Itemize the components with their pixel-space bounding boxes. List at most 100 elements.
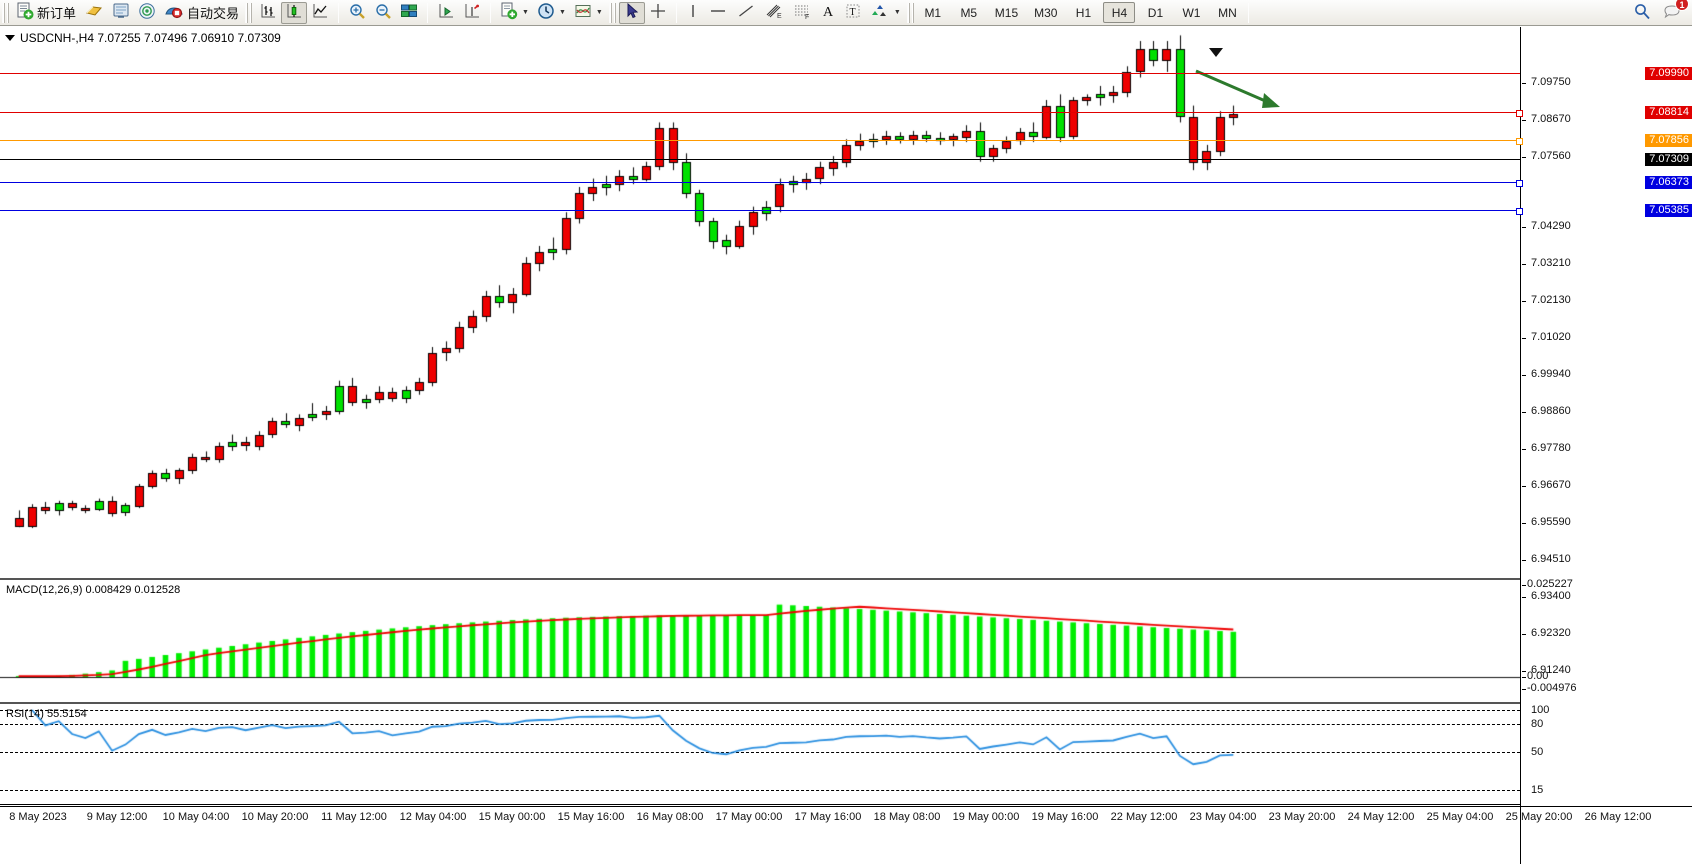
trendline-icon [736, 2, 756, 23]
candlestick-icon [285, 2, 303, 23]
chart-window[interactable]: USDCNH-,H4 7.07255 7.07496 7.06910 7.073… [0, 26, 1692, 864]
chart-menu-triangle-icon[interactable] [5, 35, 15, 41]
new-chart-button[interactable]: ▼ [496, 2, 533, 24]
arrows-caret-icon[interactable]: ▼ [893, 9, 901, 16]
time-axis-tick: 19 May 16:00 [1031, 811, 1099, 823]
price-level-handle[interactable] [1516, 208, 1523, 215]
fibonacci-tool-button[interactable]: F [788, 2, 816, 24]
toolbar-grip-2[interactable] [245, 2, 253, 23]
toolbar-grip-4[interactable] [906, 2, 914, 23]
new-order-label: 新订单 [37, 6, 77, 21]
price-level-line[interactable] [0, 159, 1520, 160]
timeframe-button-m30[interactable]: M30 [1034, 5, 1058, 20]
horizontal-line-tool-button[interactable] [704, 2, 732, 24]
new-chart-caret-icon[interactable]: ▼ [522, 9, 529, 16]
price-level-tag: 7.08814 [1645, 106, 1692, 119]
price-level-line[interactable] [0, 73, 1520, 74]
period-separator-button[interactable]: ▼ [533, 2, 570, 24]
timeframe-button-d1[interactable]: D1 [1147, 5, 1164, 20]
price-level-handle[interactable] [1516, 138, 1523, 145]
timeframe-button-w1[interactable]: W1 [1182, 5, 1201, 20]
zoom-in-button[interactable] [344, 2, 370, 24]
time-axis-tick: 25 May 04:00 [1426, 811, 1494, 823]
timeframe-button-m5[interactable]: M5 [960, 5, 978, 20]
price-axis-tick: 6.93400 [1521, 590, 1571, 602]
bar-chart-button[interactable] [255, 2, 281, 24]
timeframe-button-h4[interactable]: H4 [1103, 2, 1136, 23]
time-axis-tick: 10 May 20:00 [241, 811, 309, 823]
timeframe-group: M1 M5 M15 M30 H1 H4 D1 W1 MN [917, 2, 1244, 23]
text-label-tool-button[interactable]: T [840, 2, 866, 24]
indicators-caret-icon[interactable]: ▼ [595, 9, 603, 16]
monitor-icon [112, 2, 130, 23]
timeframe-button-m1[interactable]: M1 [924, 5, 942, 20]
trendline-tool-button[interactable] [732, 2, 760, 24]
candlestick-series [0, 27, 1520, 580]
timeframe-button-m15[interactable]: M15 [994, 5, 1019, 20]
clock-icon [537, 2, 555, 23]
timeframe-button-h1[interactable]: H1 [1075, 5, 1092, 20]
toolbar-separator-1 [338, 2, 340, 23]
price-axis-tick: 6.99940 [1521, 368, 1571, 380]
time-axis-tick: 15 May 16:00 [557, 811, 625, 823]
period-caret-icon[interactable]: ▼ [558, 9, 566, 16]
price-level-line[interactable] [0, 180, 1523, 187]
notifications-icon[interactable]: 1 [1662, 0, 1689, 24]
svg-text:E: E [777, 13, 782, 20]
indicators-button[interactable]: ▼ [570, 2, 607, 24]
cursor-tool-button[interactable] [618, 1, 645, 24]
price-axis[interactable]: 7.09750 7.08670 7.07560 7.04290 7.03210 7.021… [1520, 27, 1692, 864]
price-axis-tick: 6.98860 [1521, 405, 1571, 417]
candlestick-chart-button[interactable] [281, 1, 308, 24]
rsi-pane[interactable]: RSI(14) 55.5154 [0, 706, 1520, 805]
auto-trading-button[interactable]: 自动交易 [160, 2, 243, 24]
signals-button[interactable] [134, 2, 160, 24]
macd-pane[interactable]: MACD(12,26,9) 0.008429 0.012528 [0, 582, 1520, 704]
price-level-line[interactable] [0, 110, 1523, 117]
time-axis[interactable]: 8 May 2023 9 May 12:00 10 May 04:00 10 May … [0, 806, 1692, 834]
svg-text:F: F [805, 14, 809, 20]
new-order-button[interactable]: 新订单 [12, 2, 80, 24]
price-level-line[interactable] [0, 138, 1523, 145]
toolbar-separator-2 [427, 2, 429, 23]
time-axis-tick: 25 May 20:00 [1505, 811, 1573, 823]
toolbar-grip[interactable] [2, 2, 9, 23]
radar-icon [138, 2, 156, 23]
crosshair-tool-button[interactable] [645, 2, 671, 24]
search-icon[interactable] [1632, 1, 1652, 24]
price-level-handle[interactable] [1516, 180, 1523, 187]
toolbar-grip-3[interactable] [608, 2, 616, 23]
auto-scroll-button[interactable] [459, 2, 485, 24]
price-level-handle[interactable] [1516, 110, 1523, 117]
terminal-button[interactable] [108, 2, 134, 24]
time-axis-tick: 24 May 12:00 [1347, 811, 1415, 823]
price-axis-tick: 7.02130 [1521, 294, 1571, 306]
time-axis-tick: 23 May 04:00 [1189, 811, 1257, 823]
zoom-in-icon [348, 2, 366, 23]
zoom-out-button[interactable] [370, 2, 396, 24]
fibonacci-icon: F [792, 2, 812, 23]
tile-windows-button[interactable] [396, 2, 422, 24]
timeframe-button-mn[interactable]: MN [1218, 5, 1237, 20]
time-axis-tick: 10 May 04:00 [162, 811, 230, 823]
chart-shift-button[interactable] [433, 2, 459, 24]
toolbar-right-group: 1 [1632, 0, 1692, 24]
vertical-line-tool-button[interactable] [682, 2, 704, 24]
price-axis-tick: 7.03210 [1521, 257, 1571, 269]
price-pane[interactable]: USDCNH-,H4 7.07255 7.07496 7.06910 7.073… [0, 27, 1523, 580]
text-tool-button[interactable]: A [816, 2, 840, 24]
toolbar-separator-4 [675, 2, 677, 23]
horizontal-line-icon [708, 2, 728, 23]
arrows-tool-button[interactable]: ▼ [866, 2, 905, 24]
price-level-tag: 7.05385 [1645, 204, 1692, 217]
toolbar-separator-3 [490, 2, 492, 23]
equidistant-channel-button[interactable]: E [760, 2, 788, 24]
new-order-icon [16, 2, 34, 23]
history-button[interactable] [80, 2, 108, 24]
price-level-line[interactable] [0, 208, 1523, 215]
time-axis-tick: 8 May 2023 [9, 811, 67, 823]
zoom-out-icon [374, 2, 392, 23]
trend-arrow-annotation[interactable] [0, 27, 1520, 580]
line-chart-button[interactable] [307, 2, 333, 24]
